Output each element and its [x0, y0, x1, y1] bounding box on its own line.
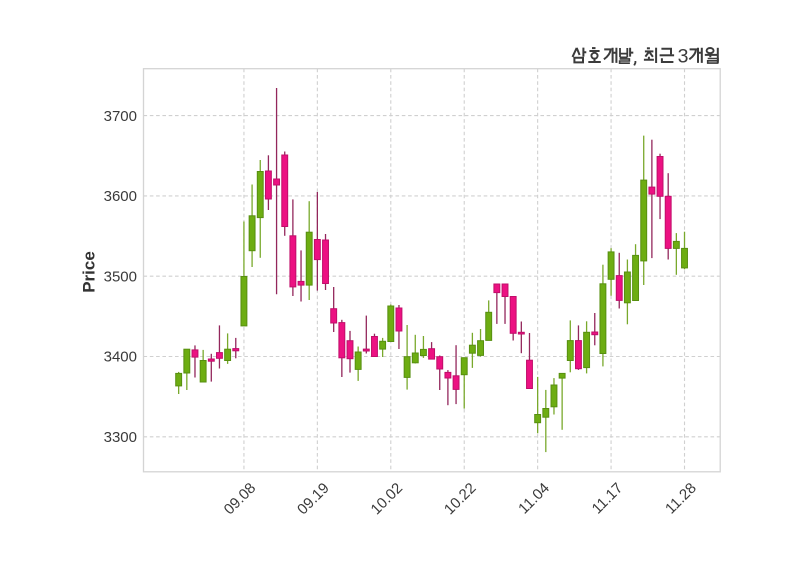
svg-text:3700: 3700: [104, 108, 137, 125]
svg-text:3600: 3600: [104, 188, 137, 205]
svg-text:3: 3: [678, 46, 689, 68]
svg-text:3300: 3300: [104, 429, 137, 446]
svg-text:3500: 3500: [104, 268, 137, 285]
svg-text:3400: 3400: [104, 349, 137, 366]
svg-text:Price: Price: [80, 251, 99, 293]
